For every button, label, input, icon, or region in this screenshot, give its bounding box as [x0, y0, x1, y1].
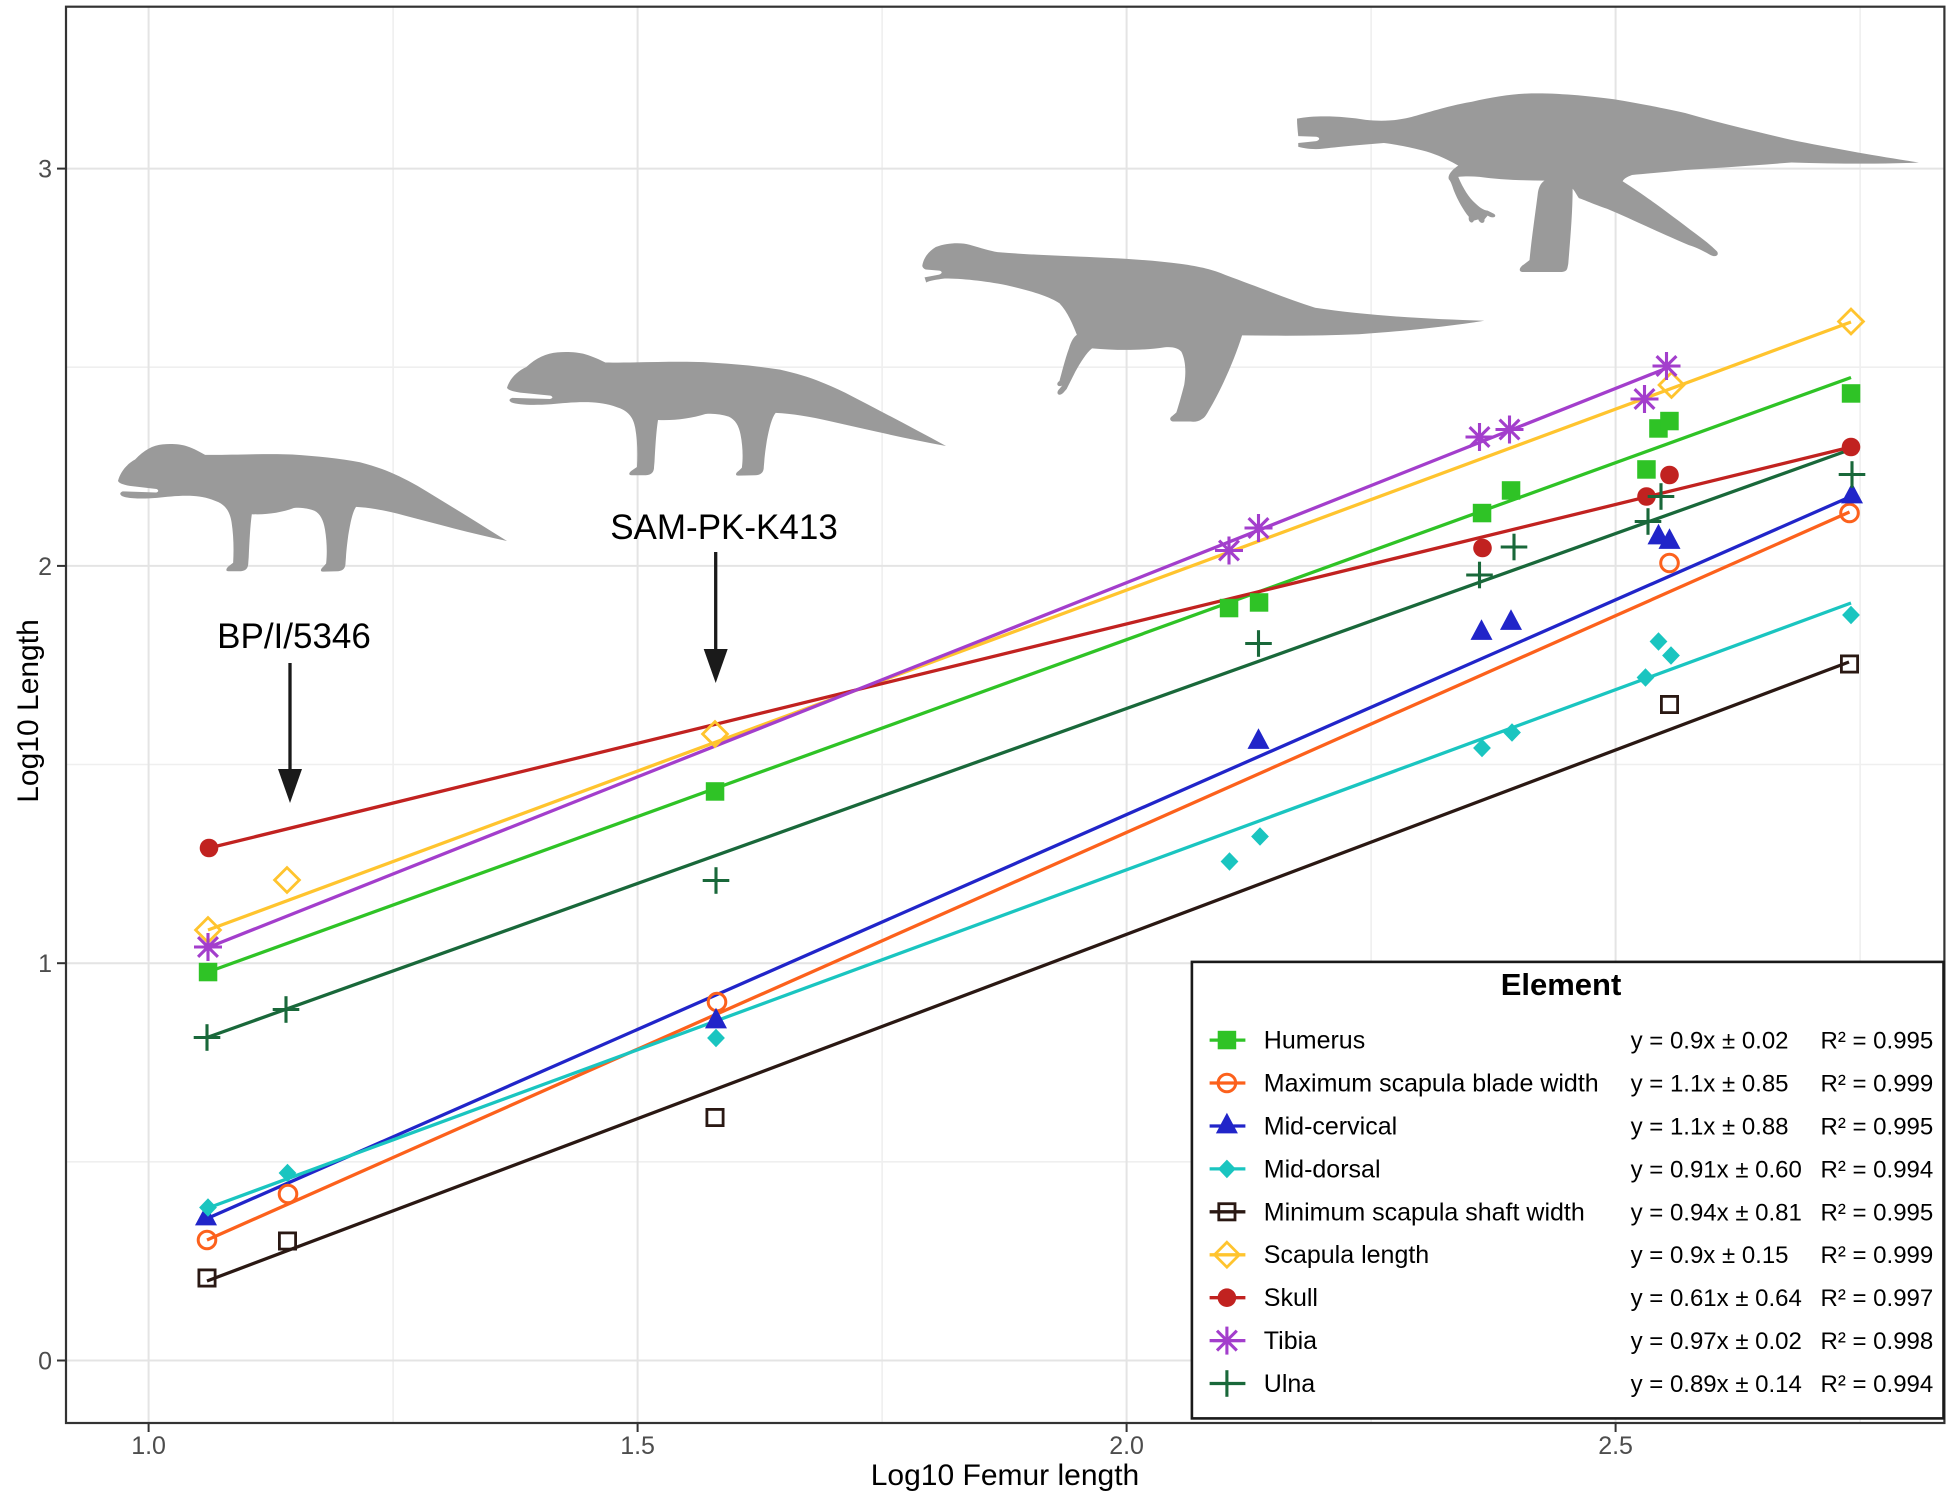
svg-text:1.5: 1.5	[620, 1432, 655, 1460]
svg-text:Log10 Length: Log10 Length	[12, 619, 45, 803]
svg-text:Tibia: Tibia	[1264, 1327, 1317, 1355]
svg-text:R² = 0.995: R² = 0.995	[1821, 1199, 1934, 1226]
svg-text:Mid-dorsal: Mid-dorsal	[1264, 1155, 1381, 1183]
svg-text:y = 0.97x ± 0.02: y = 0.97x ± 0.02	[1631, 1328, 1802, 1355]
svg-text:y = 0.61x ± 0.64: y = 0.61x ± 0.64	[1631, 1285, 1802, 1312]
svg-text:3: 3	[38, 156, 52, 184]
svg-text:R² = 0.995: R² = 0.995	[1821, 1028, 1934, 1055]
svg-text:BP/I/5346: BP/I/5346	[217, 617, 371, 656]
svg-text:1: 1	[38, 950, 52, 978]
svg-text:R² = 0.998: R² = 0.998	[1821, 1328, 1934, 1355]
svg-text:y = 0.9x ± 0.02: y = 0.9x ± 0.02	[1631, 1028, 1789, 1055]
svg-text:Skull: Skull	[1264, 1284, 1318, 1312]
svg-text:R² = 0.994: R² = 0.994	[1821, 1156, 1934, 1183]
svg-text:R² = 0.997: R² = 0.997	[1821, 1285, 1934, 1312]
svg-text:SAM-PK-K413: SAM-PK-K413	[610, 508, 838, 547]
svg-text:Log10 Femur length: Log10 Femur length	[871, 1459, 1140, 1492]
svg-text:Ulna: Ulna	[1264, 1370, 1316, 1398]
svg-text:y = 1.1x ± 0.88: y = 1.1x ± 0.88	[1631, 1114, 1789, 1141]
svg-text:y = 0.94x ± 0.81: y = 0.94x ± 0.81	[1631, 1199, 1802, 1226]
svg-text:Scapula length: Scapula length	[1264, 1241, 1429, 1269]
svg-text:2.5: 2.5	[1598, 1432, 1633, 1460]
svg-text:Mid-cervical: Mid-cervical	[1264, 1113, 1397, 1141]
svg-text:Humerus: Humerus	[1264, 1027, 1365, 1055]
svg-text:Maximum scapula blade width: Maximum scapula blade width	[1264, 1070, 1599, 1098]
svg-text:2: 2	[38, 553, 52, 581]
svg-text:y = 0.89x ± 0.14: y = 0.89x ± 0.14	[1631, 1371, 1802, 1398]
svg-text:Element: Element	[1501, 967, 1622, 1002]
svg-text:1.0: 1.0	[131, 1432, 166, 1460]
svg-text:Minimum scapula shaft width: Minimum scapula shaft width	[1264, 1198, 1585, 1226]
svg-text:2.0: 2.0	[1109, 1432, 1144, 1460]
svg-text:y = 0.9x ± 0.15: y = 0.9x ± 0.15	[1631, 1242, 1789, 1269]
svg-text:y = 0.91x ± 0.60: y = 0.91x ± 0.60	[1631, 1156, 1802, 1183]
svg-text:R² = 0.999: R² = 0.999	[1821, 1071, 1934, 1098]
svg-text:y = 1.1x ± 0.85: y = 1.1x ± 0.85	[1631, 1071, 1789, 1098]
svg-text:R² = 0.999: R² = 0.999	[1821, 1242, 1934, 1269]
svg-text:R² = 0.995: R² = 0.995	[1821, 1114, 1934, 1141]
svg-text:0: 0	[38, 1348, 52, 1376]
svg-text:R² = 0.994: R² = 0.994	[1821, 1371, 1934, 1398]
